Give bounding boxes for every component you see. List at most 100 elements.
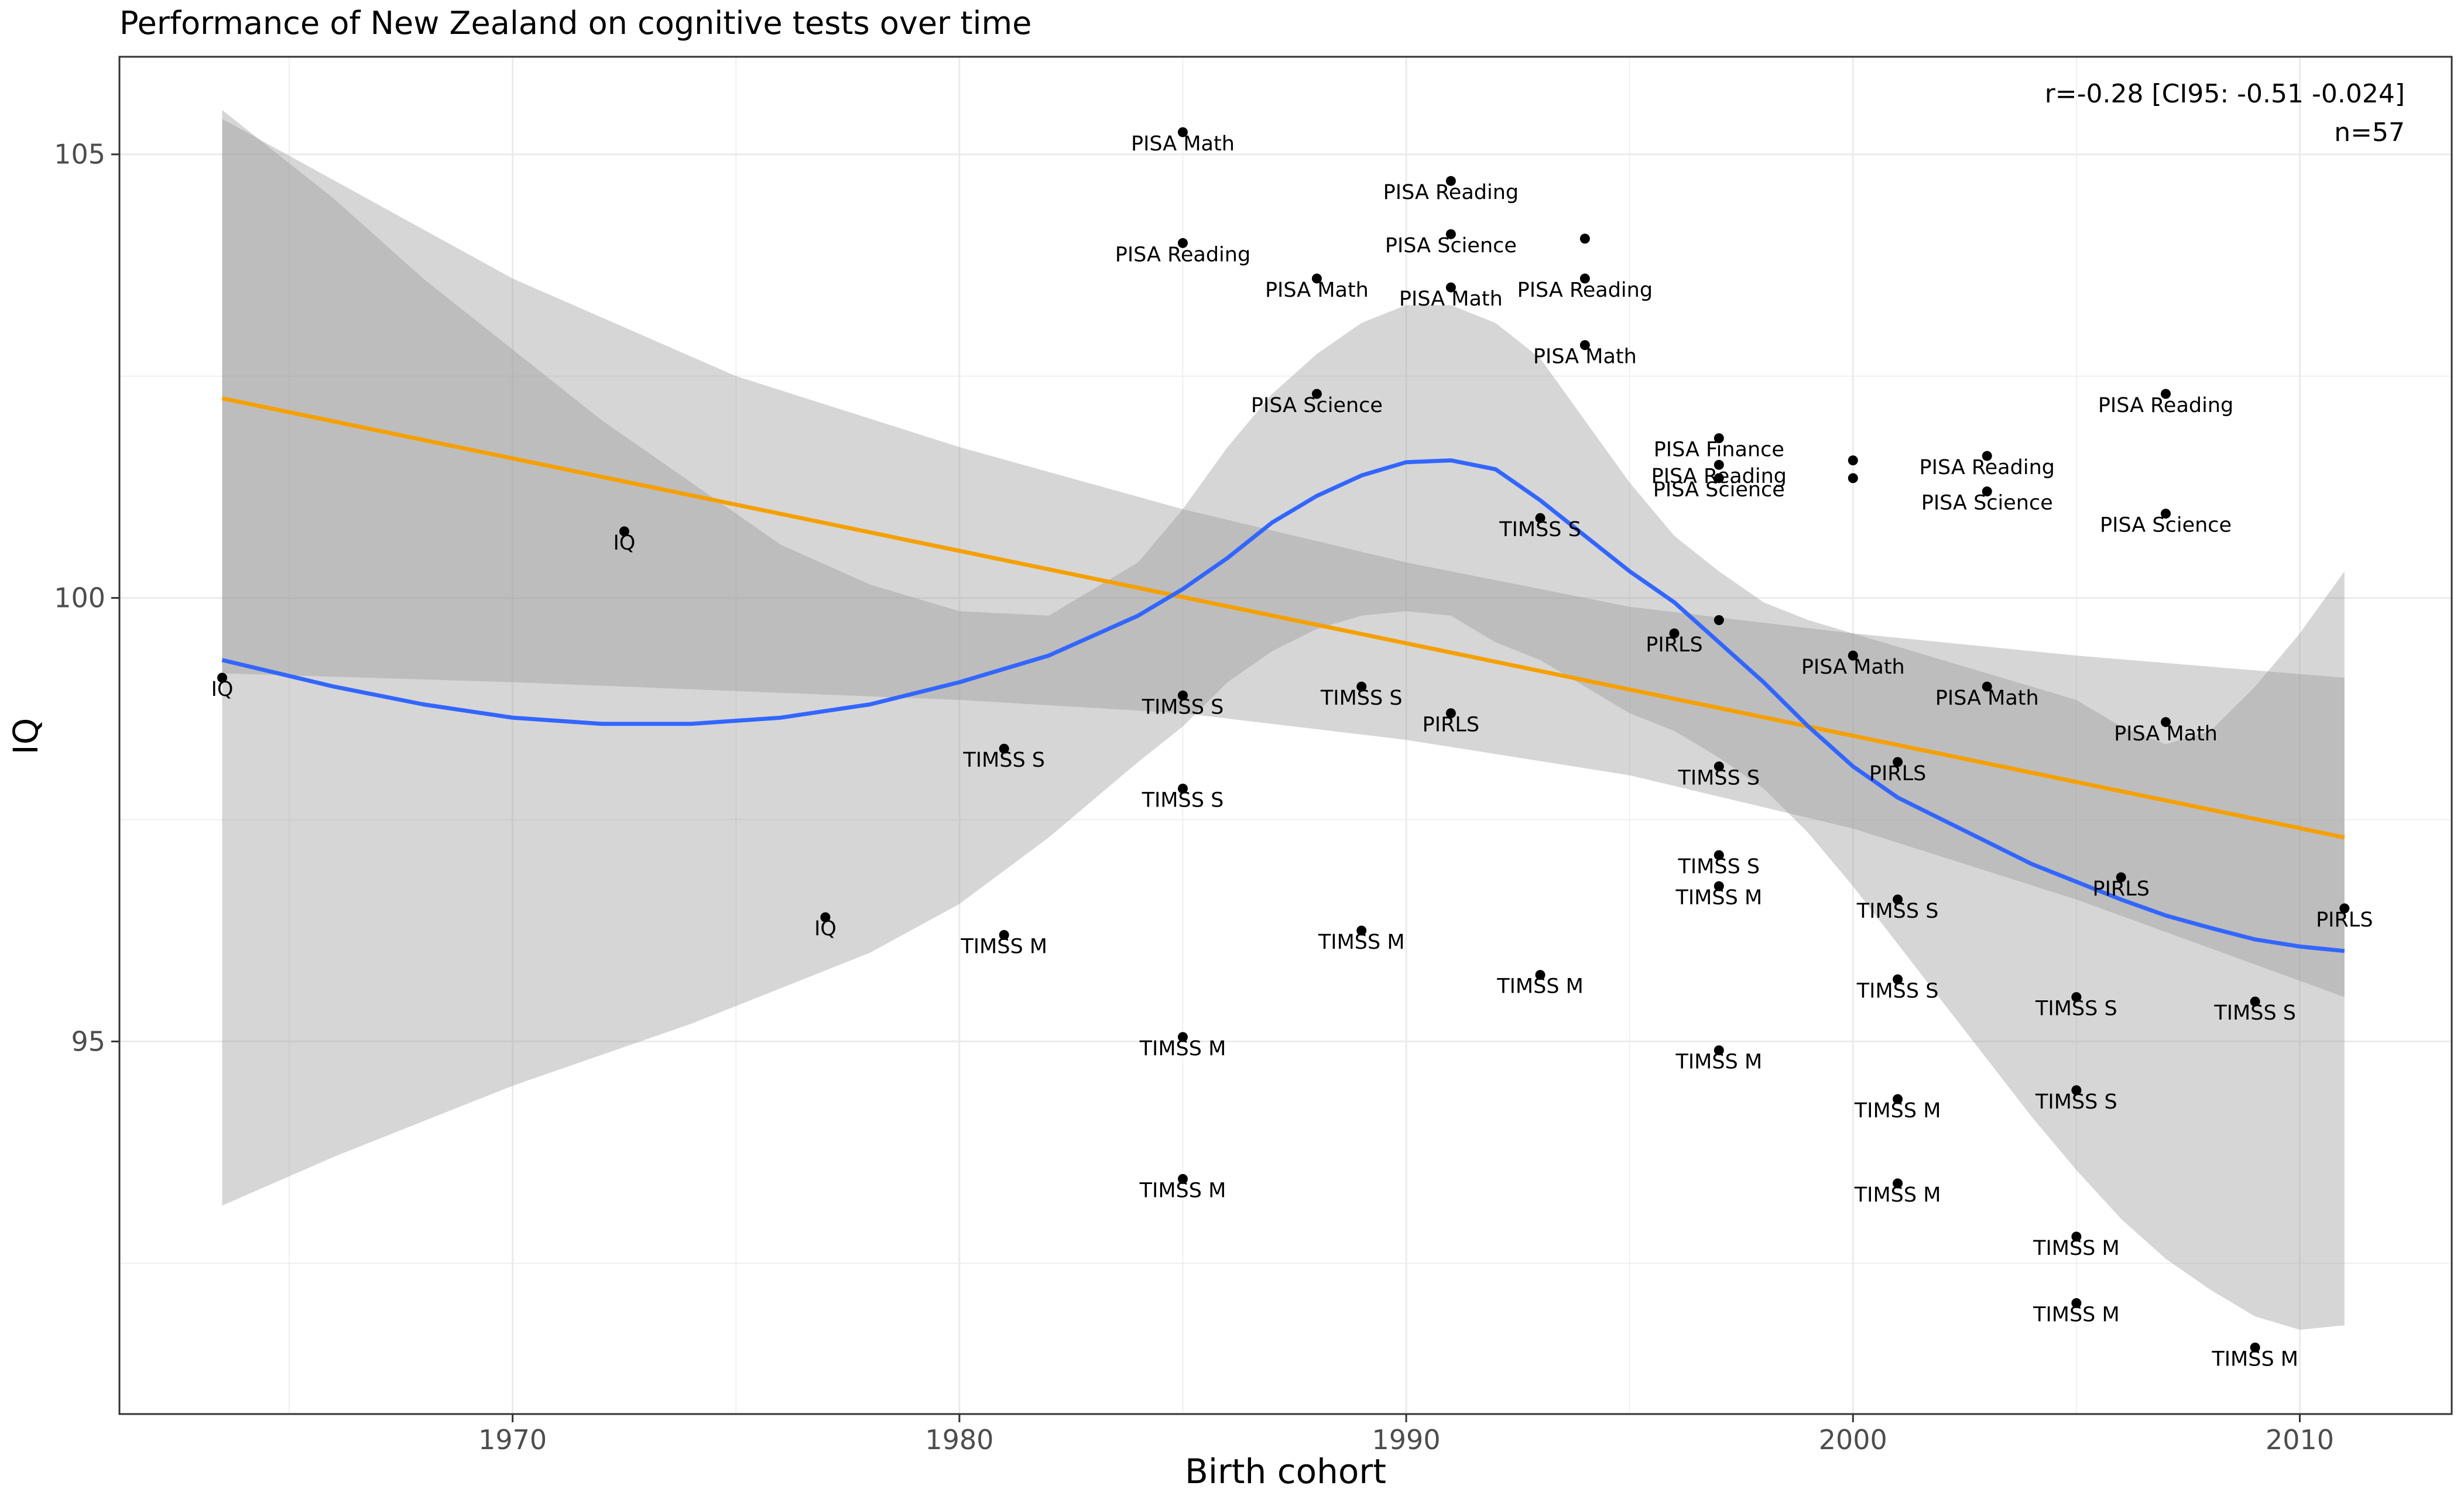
data-point [1714,761,1724,772]
linear-fit-line [221,396,2345,840]
data-point [1177,1032,1188,1042]
point-label: TIMSS S [1142,788,1224,812]
y-axis-title: IQ [6,718,46,755]
data-point [1982,451,1992,461]
n-annotation: n=57 [2334,118,2405,147]
point-label: PIRLS [1869,762,1926,785]
point-label: TIMSS S [962,749,1045,772]
data-point [2250,1342,2260,1353]
data-point [1177,690,1188,701]
x-tick-label: 1970 [478,1424,547,1456]
point-label: PISA Math [1935,687,2039,710]
point-label: PISA Math [1131,132,1235,156]
point-label: PISA Math [2114,722,2218,746]
chart-title: Performance of New Zealand on cognitive … [119,5,1031,42]
x-tick-label: 2000 [1819,1424,1887,1456]
point-label: IQ [814,917,837,941]
point-label: PISA Science [2100,514,2232,537]
confidence-bands [222,109,2345,1330]
point-label: TIMSS M [1854,1183,1941,1207]
correlation-annotation: r=-0.28 [CI95: -0.51 -0.024] [2045,79,2405,109]
loess-confidence-band [222,109,2345,1330]
point-label: PISA Reading [1920,456,2055,479]
data-point [1714,473,1724,483]
data-point [2161,509,2171,519]
point-label: TIMSS S [1677,855,1760,879]
point-labels: IQ IQ IQ TIMSS S TIMSS M PISA Math PISA Readin… [211,132,2373,1371]
point-label: TIMSS S [2213,1001,2296,1025]
data-point [1714,881,1724,891]
linear-confidence-band [222,119,2345,997]
data-point [999,743,1009,754]
point-label: TIMSS S [1499,518,1581,541]
data-point [999,930,1009,941]
data-point [2116,872,2126,883]
data-point [2339,903,2350,914]
data-point [1714,1045,1724,1056]
data-point [1982,486,1992,497]
data-point [1445,176,1456,186]
data-point [1893,974,1903,984]
data-point [1311,389,1322,399]
point-label: TIMSS M [960,935,1047,959]
point-label: IQ [211,678,234,701]
point-label: PISA Math [1265,279,1369,302]
point-label: PIRLS [2316,908,2373,932]
point-label: TIMSS M [1675,1051,1762,1074]
data-point [1177,1173,1188,1184]
data-point [1714,850,1724,860]
data-point [1177,127,1188,138]
y-tick-label: 100 [54,582,105,614]
point-label: TIMSS M [2211,1347,2298,1371]
point-label: PISA Math [1399,287,1503,311]
point-label: PISA Science [1251,394,1383,417]
point-label: TIMSS S [1677,767,1760,790]
point-label: PISA Science [1921,492,2053,515]
point-label: TIMSS M [2033,1237,2120,1260]
x-axis: 1970 1980 1990 2000 2010 [478,1414,2334,1456]
data-point [2071,1085,2082,1096]
point-label: IQ [613,531,635,555]
point-label: PISA Science [1385,234,1517,258]
x-tick-label: 2010 [2266,1424,2334,1456]
data-point [1893,1094,1903,1104]
data-point [820,912,831,922]
data-point [1356,925,1367,936]
data-point [1535,513,1545,523]
point-label: PISA Science [1653,478,1785,502]
data-point [1177,238,1188,248]
data-point [1535,970,1545,980]
data-point [2161,717,2171,728]
point-label: TIMSS S [2035,997,2117,1021]
data-point [1714,459,1724,470]
point-label: TIMSS S [1320,687,1403,710]
y-tick-label: 105 [54,139,105,170]
point-label: TIMSS S [1856,900,1939,923]
data-point [1445,282,1456,293]
grid [119,57,2452,1414]
data-point [1311,273,1322,284]
data-point [1893,894,1903,905]
point-label: TIMSS M [1496,975,1584,998]
data-point [1669,628,1680,639]
data-point [2250,996,2260,1007]
data-point [1579,234,1590,244]
data-point [2071,992,2082,1003]
point-label: PIRLS [2092,877,2149,901]
data-point [1848,473,1858,483]
point-label: PISA Math [1533,345,1637,369]
data-point [1893,757,1903,767]
data-point [1893,1178,1903,1189]
point-label: PISA Reading [1517,279,1653,302]
data-points [217,127,2350,1353]
data-point [1445,708,1456,719]
loess-fit-line [221,458,2345,953]
point-label: TIMSS S [1142,695,1224,719]
data-point [1848,650,1858,661]
point-label: TIMSS M [1675,886,1762,910]
y-tick-label: 95 [71,1025,105,1057]
data-point [1579,273,1590,284]
data-point [1982,681,1992,692]
point-label: TIMSS M [1854,1099,1941,1123]
